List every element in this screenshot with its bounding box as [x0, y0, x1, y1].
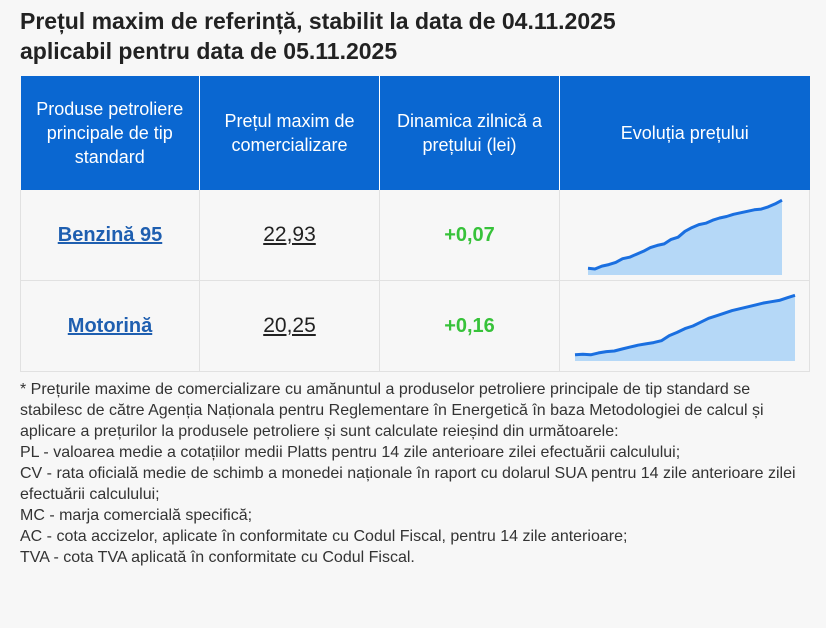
- footnote-intro: * Prețurile maxime de comercializare cu …: [20, 381, 764, 440]
- delta-cell: +0,16: [379, 280, 560, 372]
- table-header-row: Produse petroliere principale de tip sta…: [20, 76, 810, 190]
- daily-change-value: +0,16: [444, 314, 495, 337]
- footnote-cv: CV - rata oficială medie de schimb a mon…: [20, 465, 796, 503]
- footnote-tva: TVA - cota TVA aplicată în conformitate …: [20, 549, 415, 566]
- price-sparkline-benzina: [587, 198, 783, 275]
- title-line-2: aplicabil pentru data de 05.11.2025: [20, 38, 398, 64]
- title-line-1: Prețul maxim de referință, stabilit la d…: [20, 8, 616, 34]
- header-products: Produse petroliere principale de tip sta…: [20, 76, 200, 190]
- footnote-mc: MC - marja comercială specifică;: [20, 507, 253, 524]
- table-row: Motorină 20,25 +0,16: [20, 280, 810, 372]
- footnote-pl: PL - valoarea medie a cotațiilor medii P…: [20, 444, 681, 461]
- sparkline-line: [574, 293, 795, 357]
- page-title: Prețul maxim de referință, stabilit la d…: [20, 6, 810, 66]
- product-link-motorina[interactable]: Motorină: [67, 314, 153, 337]
- header-max-price: Prețul maxim de comercializare: [199, 76, 380, 190]
- product-cell: Benzină 95: [20, 190, 200, 281]
- header-daily-dynamics: Dinamica zilnică a prețului (lei): [379, 76, 560, 190]
- delta-cell: +0,07: [379, 190, 560, 281]
- price-table: Produse petroliere principale de tip sta…: [20, 76, 810, 372]
- product-link-benzina-95[interactable]: Benzină 95: [57, 223, 163, 246]
- max-price-value[interactable]: 20,25: [263, 314, 316, 337]
- product-cell: Motorină: [20, 280, 200, 372]
- sparkline-line: [587, 198, 783, 271]
- price-sparkline-motorina: [574, 293, 795, 361]
- sparkline-cell: [559, 190, 810, 281]
- footnote-ac: AC - cota accizelor, aplicate în conform…: [20, 528, 628, 545]
- price-cell: 20,25: [199, 280, 380, 372]
- sparkline-area: [574, 295, 795, 361]
- footnotes: * Prețurile maxime de comercializare cu …: [20, 379, 810, 568]
- daily-change-value: +0,07: [444, 223, 495, 246]
- max-price-value[interactable]: 22,93: [263, 223, 316, 246]
- table-row: Benzină 95 22,93 +0,07: [20, 190, 810, 281]
- sparkline-cell: [559, 280, 810, 372]
- header-price-evolution: Evoluția prețului: [559, 76, 810, 190]
- sparkline-area: [587, 200, 782, 275]
- price-cell: 22,93: [199, 190, 380, 281]
